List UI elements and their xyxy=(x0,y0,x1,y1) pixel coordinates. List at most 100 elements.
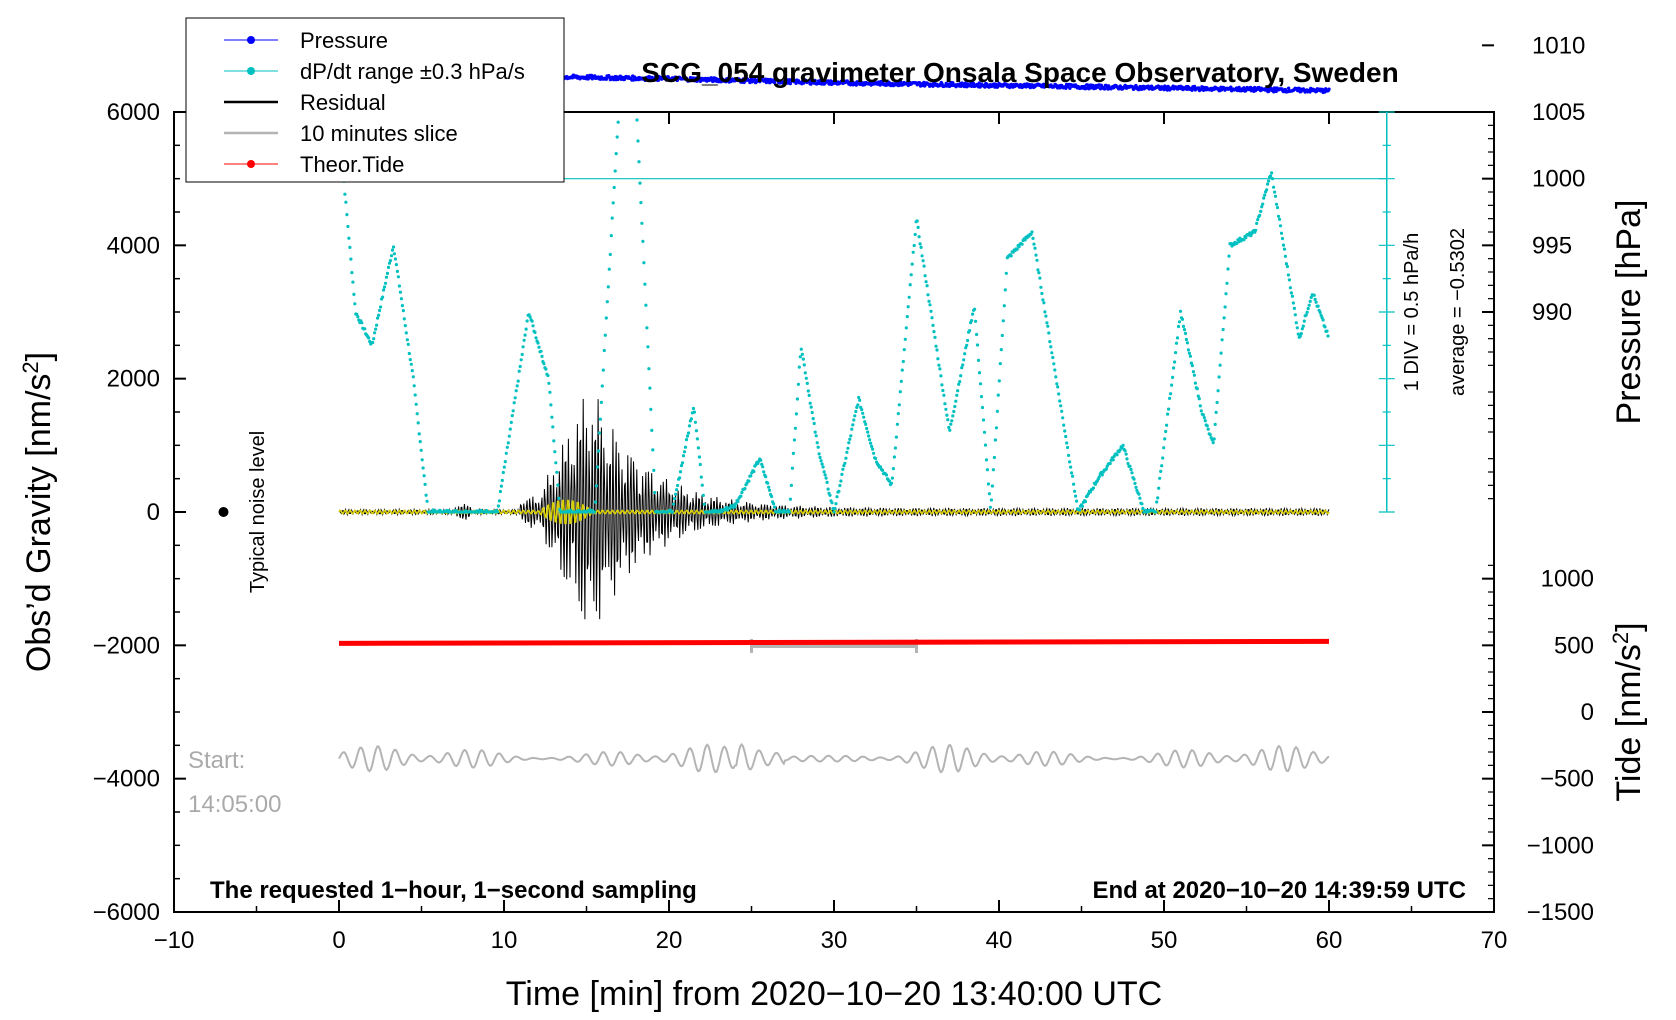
pressure-point xyxy=(970,84,974,89)
dpdt-point xyxy=(1043,310,1047,314)
dpdt-point xyxy=(1271,177,1275,181)
dpdt-point xyxy=(891,467,896,471)
dpdt-point xyxy=(808,401,812,405)
dpdt-point xyxy=(1038,276,1042,280)
dpdt-point xyxy=(999,348,1003,352)
dpdt-point xyxy=(1216,389,1220,393)
dpdt-point xyxy=(1178,309,1183,313)
dpdt-point xyxy=(759,458,763,462)
dpdt-point xyxy=(846,446,850,450)
dpdt-point xyxy=(955,393,959,397)
dpdt-point xyxy=(806,389,810,393)
y-tick-label: 4000 xyxy=(107,232,160,259)
dpdt-point xyxy=(907,295,911,299)
dpdt-point xyxy=(932,330,936,334)
legend-label: Residual xyxy=(300,90,386,115)
dpdt-point xyxy=(946,418,950,422)
dpdt-point xyxy=(1037,271,1041,275)
dpdt-point xyxy=(383,281,388,285)
dpdt-point xyxy=(506,441,510,445)
dpdt-point xyxy=(802,363,806,367)
dpdt-point xyxy=(843,461,847,465)
y-axis-title-tide: Tide [nm/s2] xyxy=(1608,622,1648,801)
pressure-tick-label: 1000 xyxy=(1532,166,1585,193)
dpdt-point xyxy=(974,319,978,323)
pressure-point xyxy=(604,77,608,81)
dpdt-point xyxy=(1065,441,1069,445)
dpdt-point xyxy=(1000,333,1004,338)
dpdt-point xyxy=(833,506,837,511)
dpdt-point xyxy=(616,120,620,124)
dpdt-point xyxy=(360,321,364,325)
dpdt-point xyxy=(1171,375,1175,379)
dpdt-point xyxy=(772,502,776,506)
dpdt-point xyxy=(1206,427,1210,431)
dpdt-point xyxy=(592,510,597,514)
dpdt-point xyxy=(1169,392,1173,396)
dpdt-point xyxy=(1213,422,1217,426)
legend-marker xyxy=(247,67,255,75)
dpdt-point xyxy=(965,343,969,347)
x-axis-title: Time [min] from 2020−10−20 13:40:00 UTC xyxy=(506,975,1162,1013)
dpdt-point xyxy=(1066,445,1070,450)
y-tick-label: 0 xyxy=(147,499,160,526)
dpdt-point xyxy=(1181,324,1186,328)
dpdt-point xyxy=(382,285,387,289)
dpdt-point xyxy=(1032,242,1036,246)
dpdt-point xyxy=(1291,301,1295,305)
dpdt-point xyxy=(1197,397,1201,401)
dpdt-point xyxy=(1174,341,1179,345)
dpdt-point xyxy=(1182,328,1187,332)
dpdt-point xyxy=(933,335,937,339)
dpdt-point xyxy=(1060,409,1064,413)
dpdt-point xyxy=(866,430,870,434)
dpdt-point xyxy=(1061,416,1065,420)
dpdt-point xyxy=(1137,492,1141,496)
dpdt-point xyxy=(795,397,800,401)
dpdt-point xyxy=(1298,334,1302,338)
dpdt-point xyxy=(905,315,909,319)
dpdt-point xyxy=(1214,410,1218,414)
dpdt-point xyxy=(1208,433,1212,437)
dpdt-point xyxy=(608,252,612,257)
dpdt-point xyxy=(1115,453,1119,457)
dpdt-point xyxy=(1299,332,1303,336)
dpdt-point xyxy=(1158,476,1162,480)
dpdt-point xyxy=(768,488,772,492)
y-axis-title-pressure: Pressure [hPa] xyxy=(1610,200,1648,425)
dpdt-point xyxy=(1001,319,1005,323)
dpdt-point xyxy=(528,315,532,319)
pressure-point xyxy=(813,78,817,83)
dpdt-point xyxy=(1002,304,1006,308)
dpdt-point xyxy=(495,510,499,514)
dpdt-point xyxy=(381,295,385,299)
dpdt-point xyxy=(1282,247,1287,251)
dpdt-point xyxy=(554,461,558,465)
dpdt-point xyxy=(698,462,702,467)
dpdt-point xyxy=(1254,228,1258,232)
dpdt-point xyxy=(1036,268,1040,272)
dpdt-point xyxy=(1263,193,1267,197)
dpdt-point xyxy=(517,369,521,373)
dpdt-point xyxy=(384,275,389,279)
dpdt-point xyxy=(504,451,508,455)
tide-tick-label: −1000 xyxy=(1527,832,1594,859)
dpdt-point xyxy=(823,473,827,477)
dpdt-point xyxy=(874,456,878,461)
dpdt-point xyxy=(1031,236,1035,240)
dpdt-point xyxy=(514,389,518,393)
dpdt-point xyxy=(1219,351,1223,355)
dpdt-point xyxy=(1285,264,1289,269)
dpdt-point xyxy=(536,341,540,345)
dpdt-point xyxy=(890,476,895,480)
dpdt-point xyxy=(867,434,871,438)
pressure-tick-label: 1010 xyxy=(1532,32,1585,59)
dpdt-point xyxy=(1160,464,1164,468)
pressure-point xyxy=(749,77,754,81)
dpdt-point xyxy=(351,280,355,284)
dpdt-point xyxy=(400,304,404,308)
dpdt-point xyxy=(672,502,676,506)
dpdt-point xyxy=(1325,329,1329,333)
dpdt-point xyxy=(1004,271,1008,275)
pressure-point xyxy=(971,81,976,86)
